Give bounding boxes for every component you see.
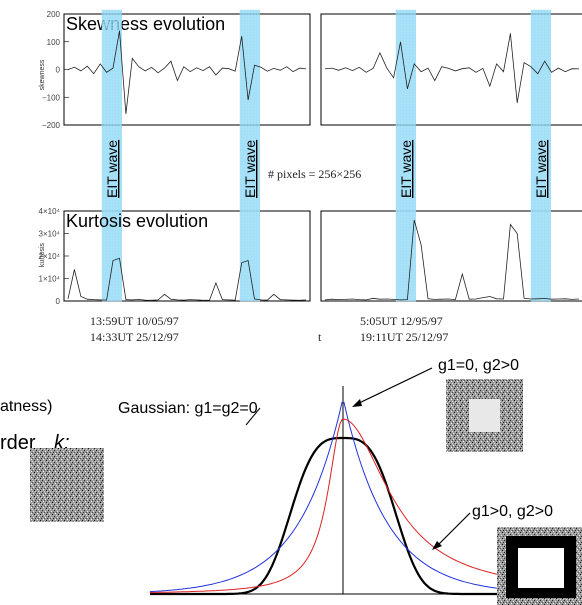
eit-wave-label: EIT wave [533,140,549,198]
arrow-g1zero-head [352,399,362,407]
y-tick-label: 0 [56,66,61,75]
distribution-curve [149,401,511,593]
distribution-curve [150,436,510,596]
y-tick-label: 4×10⁴ [39,207,61,216]
arrow-gaussian [245,407,261,426]
timestamp-left-b: 14:33UT 25/12/97 [90,330,179,344]
series-line [324,33,580,103]
pixels-label: # pixels = 256×256 [268,167,361,181]
y-tick-label: −200 [42,121,61,130]
eit-wave-label: EIT wave [104,140,120,198]
skewness-ylabel: skewness [39,59,46,90]
eit-wave-label: EIT wave [398,140,414,198]
y-tick-label: 3×10⁴ [39,230,61,239]
annotation-g1pos: g1>0, g2>0 [472,503,553,520]
timestamp-left-a: 13:59UT 10/05/97 [90,314,179,328]
series-line [324,219,580,301]
left-text-4: atness) [0,398,52,415]
y-tick-label: 2×10⁴ [39,252,61,261]
arrow-g1pos-head [432,541,442,550]
timestamp-right-a: 5:05UT 12/95/97 [360,314,443,328]
distribution-curve [150,418,511,593]
skewness-title: Skewness evolution [66,14,225,34]
y-tick-label: 200 [47,10,61,19]
timestamp-mid: t [318,330,322,344]
flat-noise-image [446,379,523,452]
annotation-g1zero: g1=0, g2>0 [438,357,519,374]
y-tick-label: 0 [56,297,61,306]
flat-noise-center [469,399,500,432]
kurtosis-ylabel: kurtosis [39,242,46,267]
arrow-g1pos [434,512,471,549]
kurtosis-title: Kurtosis evolution [66,211,208,231]
timestamp-right-b: 19:11UT 25/12/97 [360,330,448,344]
gaussian-noise-image [30,448,104,522]
series-lines: 200 100 0 −100 −200 4×10⁴ 3×10⁴ 2×10⁴ 1×10⁴ 0 [39,10,580,306]
eit-wave-label: EIT wave [242,140,258,198]
eit-wave-bands: EIT wave EIT wave EIT wave EIT wave [101,9,551,302]
skewed-noise-center [518,548,564,588]
left-text-5: rder [0,432,36,454]
skewed-noise-image [497,527,582,605]
y-tick-label: 100 [47,38,61,47]
arrow-g1zero [354,367,433,406]
y-tick-label: −100 [42,93,61,102]
annotation-gaussian: Gaussian: g1=g2=0 [118,400,258,417]
series-line [67,30,307,114]
series-line [67,257,307,301]
y-tick-label: 1×10⁴ [39,275,61,284]
gaussian-noise-texture [30,448,104,522]
distribution-diagram [149,386,511,596]
